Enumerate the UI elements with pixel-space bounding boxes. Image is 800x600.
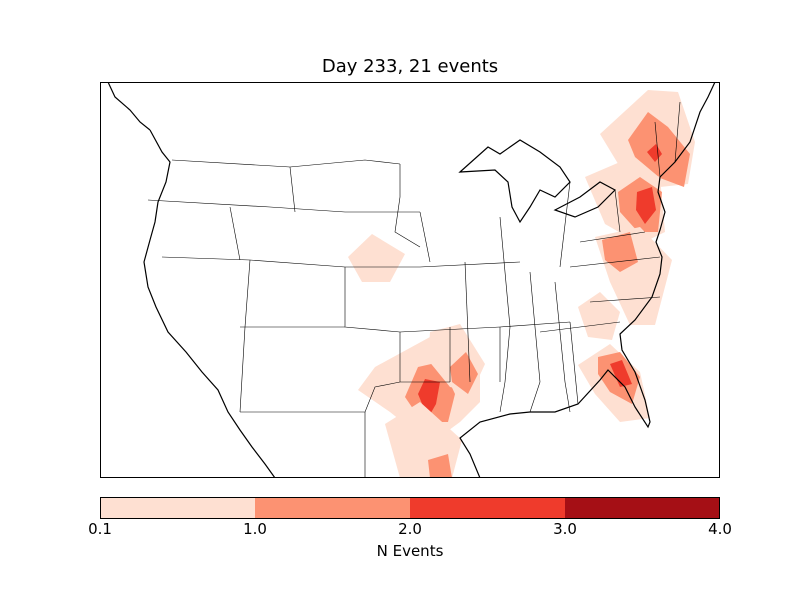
colorbar-svg xyxy=(100,497,720,519)
colorbar-segment xyxy=(255,497,410,519)
contour-txcoast-l2 xyxy=(428,454,452,478)
contour-texas-l3 xyxy=(418,379,440,418)
gulf-coastline xyxy=(459,82,716,478)
colorbar-label: N Events xyxy=(376,542,444,560)
contour-nebraska-l1 xyxy=(348,234,405,282)
colorbar-segment xyxy=(410,497,565,519)
colorbar-tick-label: 4.0 xyxy=(708,520,732,538)
map-border xyxy=(100,82,720,478)
canada-pacific-coast xyxy=(107,82,151,131)
colorbar-segment xyxy=(100,497,255,519)
state-borders xyxy=(147,101,681,478)
colorbar-segment xyxy=(565,497,720,519)
colorbar-border xyxy=(100,497,720,519)
colorbar-tick-label: 0.1 xyxy=(88,520,112,538)
contour-vanc-l2 xyxy=(602,232,638,272)
contour-florida-l3 xyxy=(610,360,632,387)
contour-sc-l1 xyxy=(578,292,620,340)
great-lakes xyxy=(458,139,571,224)
map-title: Day 233, 21 events xyxy=(321,56,499,77)
colorbar-tick-label: 1.0 xyxy=(243,520,267,538)
colorbar-tick-label: 3.0 xyxy=(553,520,577,538)
colorbar xyxy=(100,497,720,519)
map-panel xyxy=(100,82,720,478)
contour-netx-l2 xyxy=(450,352,478,394)
event-density-contours xyxy=(348,90,695,478)
pacific-coastline xyxy=(143,129,276,478)
contour-nj-l3 xyxy=(636,187,656,224)
colorbar-tick-label: 2.0 xyxy=(398,520,422,538)
coastlines xyxy=(107,82,716,478)
event-map xyxy=(100,82,720,478)
